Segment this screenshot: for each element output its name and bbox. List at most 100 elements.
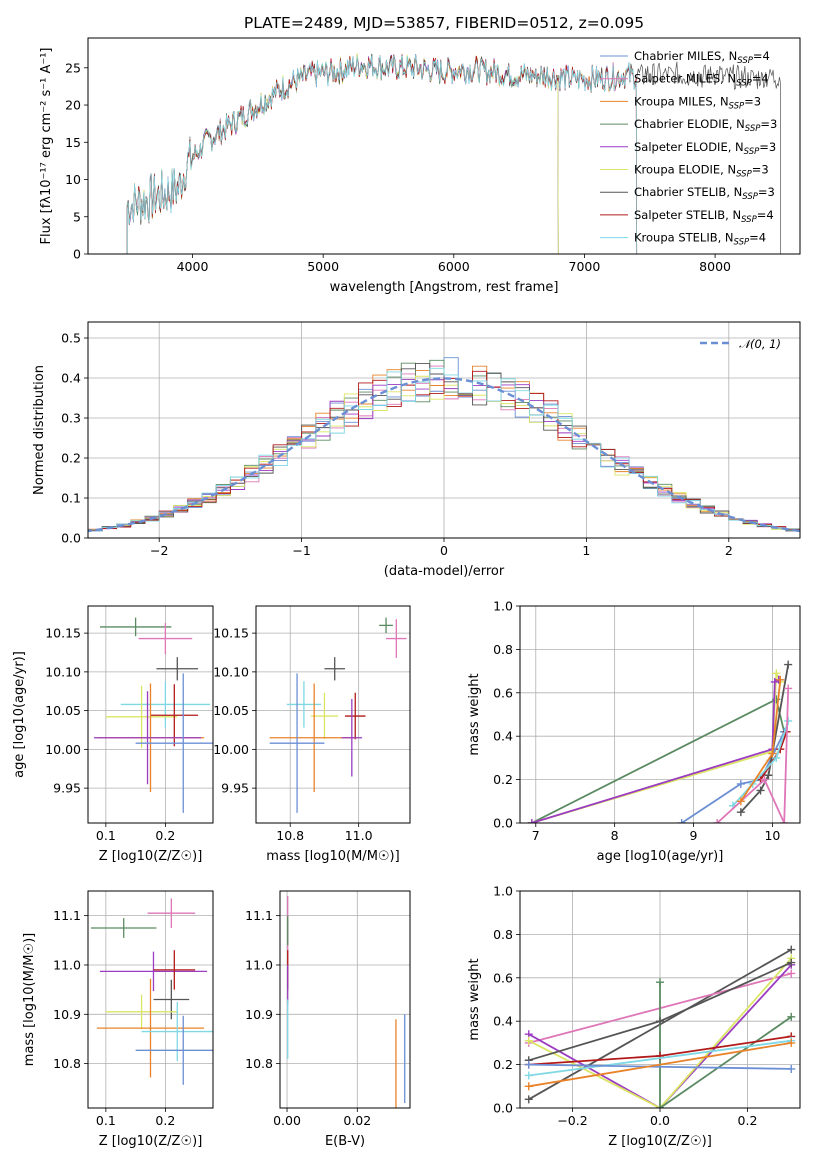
y-tick-label: 0.4 bbox=[493, 1014, 513, 1029]
y-tick-label: 0 bbox=[73, 247, 81, 262]
x-tick-label: 0.1 bbox=[96, 828, 116, 843]
panel-mass_vs_Z: 0.1 0.2 10.8 10.9 11.0 11.1 Z [log10(Z/Z☉)] mas… bbox=[22, 890, 214, 1149]
spectrum-line-kroupa-elodie bbox=[126, 53, 559, 254]
x-tick-label: −0.2 bbox=[557, 1113, 587, 1128]
y-axis-label: mass weight bbox=[467, 958, 482, 1040]
plot-area bbox=[93, 617, 213, 813]
y-tick-label: 10.00 bbox=[213, 742, 249, 757]
weight-marker bbox=[787, 1064, 796, 1073]
x-tick-label: −1 bbox=[292, 543, 310, 558]
weight-marker bbox=[760, 775, 769, 784]
x-axis-label: age [log10(age/yr)] bbox=[597, 849, 724, 864]
x-axis-label: Z [log10(Z/Z☉)] bbox=[99, 1134, 203, 1149]
y-axis-label: mass [log10(M/M☉)] bbox=[22, 933, 37, 1066]
y-tick-label: 15 bbox=[65, 135, 81, 150]
weight-marker bbox=[736, 797, 745, 806]
weight-line-chabrier-miles bbox=[528, 1063, 792, 1070]
x-tick-label: 10 bbox=[764, 828, 780, 843]
x-tick-label: 0 bbox=[440, 543, 448, 558]
y-tick-label: 0.0 bbox=[493, 816, 513, 831]
x-tick-label: 10.8 bbox=[276, 828, 304, 843]
legend-label: Salpeter MILES, NSSP=4 bbox=[634, 72, 769, 89]
legend-label-normal: 𝒩(0, 1) bbox=[739, 337, 781, 351]
x-tick-label: 5000 bbox=[307, 259, 339, 274]
weight-marker bbox=[524, 1082, 533, 1091]
x-tick-label: 7000 bbox=[569, 259, 601, 274]
weight-line-salpeter-elodie bbox=[531, 679, 780, 823]
weight-marker bbox=[772, 753, 781, 762]
axis-frame bbox=[519, 890, 801, 1109]
axis-frame bbox=[279, 890, 411, 1109]
normal-curve bbox=[88, 377, 800, 533]
y-tick-label: 10.8 bbox=[53, 1056, 81, 1071]
y-tick-label: 1.0 bbox=[493, 884, 513, 899]
y-tick-label: 10.05 bbox=[213, 703, 249, 718]
weight-marker bbox=[776, 675, 785, 684]
weight-marker bbox=[524, 1071, 533, 1080]
y-tick-label: 11.1 bbox=[53, 908, 81, 923]
axis-frame bbox=[87, 890, 214, 1109]
legend-label: Chabrier STELIB, NSSP=3 bbox=[634, 185, 775, 202]
panel-massweight_vs_Z: −0.2 0.0 0.2 0.0 0.2 0.4 0.6 0.8 1.0 Z [log10(Z/Z… bbox=[467, 884, 801, 1149]
plot-area bbox=[527, 660, 793, 823]
panel-EBV: 0.00 0.02 10.8 10.9 11.0 11.1 E(B-V) bbox=[245, 890, 411, 1149]
panel-residuals: −2 −1 0 1 2 0.0 0.1 0.2 0.3 0.4 0.5 (data-model)/er… bbox=[32, 321, 801, 579]
y-tick-label: 10.8 bbox=[245, 1056, 273, 1071]
legend-label: Chabrier ELODIE, NSSP=3 bbox=[634, 117, 777, 134]
weight-marker bbox=[787, 1012, 796, 1021]
y-tick-label: 0.6 bbox=[493, 970, 513, 985]
y-tick-label: 11.0 bbox=[245, 957, 273, 972]
histogram-salpeter-stelib bbox=[88, 370, 800, 533]
y-tick-label: 9.95 bbox=[53, 781, 81, 796]
x-tick-label: 11.0 bbox=[345, 828, 373, 843]
weight-marker bbox=[768, 749, 777, 758]
x-axis-label: Z [log10(Z/Z☉)] bbox=[99, 849, 203, 864]
weight-marker bbox=[787, 958, 796, 967]
weight-marker bbox=[784, 684, 793, 693]
y-tick-label: 0.5 bbox=[61, 331, 81, 346]
weight-marker bbox=[524, 1095, 533, 1104]
weight-line-chabrier-elodie bbox=[531, 697, 786, 823]
y-tick-label: 5 bbox=[73, 209, 81, 224]
x-axis-label: Z [log10(Z/Z☉)] bbox=[608, 1134, 712, 1149]
y-tick-label: 10.05 bbox=[45, 703, 81, 718]
weight-line-kroupa-stelib bbox=[528, 1039, 792, 1077]
weight-marker bbox=[787, 945, 796, 954]
x-tick-label: 2 bbox=[725, 543, 733, 558]
weight-line-kroupa-miles bbox=[528, 1042, 792, 1088]
weight-marker bbox=[772, 669, 781, 678]
spectrum-line-kroupa-stelib bbox=[126, 54, 638, 254]
y-tick-label: 0.2 bbox=[493, 772, 513, 787]
figure-title: PLATE=2489, MJD=53857, FIBERID=0512, z=0… bbox=[244, 14, 644, 32]
y-tick-label: 10.10 bbox=[45, 664, 81, 679]
y-tick-label: 0.6 bbox=[493, 685, 513, 700]
x-tick-label: −2 bbox=[150, 543, 168, 558]
weight-marker bbox=[524, 1036, 533, 1045]
x-tick-label: 7 bbox=[532, 828, 540, 843]
weight-marker bbox=[756, 786, 765, 795]
y-tick-label: 25 bbox=[65, 60, 81, 75]
plot-area bbox=[90, 898, 213, 1085]
x-axis-label: E(B-V) bbox=[325, 1134, 365, 1149]
y-tick-label: 0.2 bbox=[493, 1057, 513, 1072]
y-axis-label: Normed distribution bbox=[32, 365, 47, 495]
x-tick-label: 0.0 bbox=[650, 1113, 670, 1128]
axis-frame bbox=[255, 605, 411, 824]
y-tick-label: 10.15 bbox=[45, 626, 81, 641]
panel-spectrum: 4000 5000 6000 7000 8000 0 5 10 15 20 25 wavelength… bbox=[39, 37, 801, 295]
axis-frame bbox=[87, 321, 801, 539]
x-tick-label: 8000 bbox=[699, 259, 731, 274]
x-tick-label: 9 bbox=[690, 828, 698, 843]
panel-massweight_vs_age: 7 8 9 10 0.0 0.2 0.4 0.6 0.8 1.0 age [log10(age/yr… bbox=[467, 599, 801, 864]
weight-line-salpeter-elodie bbox=[528, 964, 792, 1108]
weight-marker bbox=[764, 771, 773, 780]
x-axis-label: mass [log10(M/M☉)] bbox=[266, 849, 399, 864]
y-tick-label: 10.00 bbox=[45, 742, 81, 757]
weight-marker bbox=[524, 1060, 533, 1069]
legend-label: Chabrier MILES, NSSP=4 bbox=[634, 49, 770, 66]
y-tick-label: 10.9 bbox=[245, 1007, 273, 1022]
weight-marker bbox=[656, 978, 664, 987]
x-tick-label: 1 bbox=[582, 543, 590, 558]
x-tick-label: 4000 bbox=[177, 259, 209, 274]
weight-marker bbox=[736, 779, 745, 788]
